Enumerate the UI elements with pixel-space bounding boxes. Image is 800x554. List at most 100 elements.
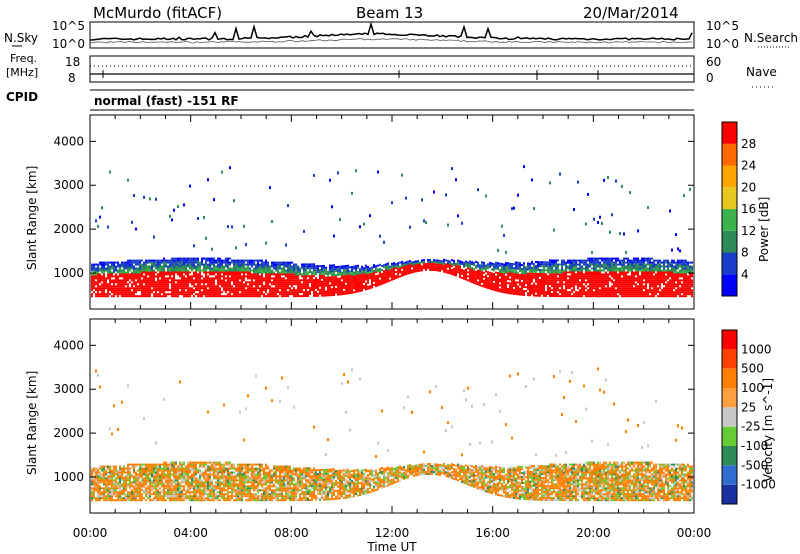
echo-cell [553,269,555,272]
echo-cell [639,275,641,278]
echo-cell [291,269,293,272]
echo-cell [277,281,279,284]
echo-cell [615,271,617,274]
echo-cell [593,295,595,298]
echo-cell [583,281,585,284]
echo-cell [171,279,173,282]
echo-cell [659,267,661,270]
echo-cell [129,275,131,278]
echo-cell [341,275,343,278]
echo-cell [127,477,129,480]
echo-cell [265,273,267,276]
echo-cell [415,260,417,263]
echo-cell [623,291,625,294]
echo-cell [273,267,275,270]
echo-cell [111,285,113,288]
echo-cell [305,271,307,274]
echo-cell [475,282,477,285]
echo-cell [433,267,435,270]
echo-cell [265,295,267,298]
echo-cell [233,199,235,203]
echo-cell [619,289,621,292]
echo-cell [671,279,673,282]
echo-cell [339,285,341,288]
echo-cell [553,281,555,284]
echo-cell [479,266,481,269]
echo-cell [133,475,135,478]
echo-cell [255,265,257,268]
echo-cell [643,277,645,280]
echo-cell [435,261,437,264]
noise-sky-line [90,21,693,41]
echo-cell [669,283,671,286]
echo-cell [341,283,343,286]
echo-cell [101,465,103,468]
echo-cell [533,288,535,291]
echo-cell [123,295,125,298]
echo-cell [191,291,193,294]
echo-cell [663,281,665,284]
echo-cell [607,265,609,268]
echo-cell [661,277,663,280]
echo-cell [621,269,623,272]
echo-cell [571,277,573,280]
echo-cell [467,267,469,270]
echo-cell [221,283,223,286]
echo-cell [597,275,599,278]
echo-cell [537,261,539,264]
echo-cell [533,276,535,279]
echo-cell [275,273,277,276]
echo-cell [517,263,519,266]
echo-cell [429,268,431,271]
echo-cell [125,475,127,478]
echo-cell [139,279,141,282]
echo-cell [99,481,101,484]
echo-cell [691,295,693,298]
echo-cell [355,269,357,272]
echo-cell [581,285,583,288]
echo-cell [335,266,337,269]
echo-cell [663,295,665,298]
echo-cell [121,499,123,502]
echo-cell [641,257,643,260]
echo-cell [111,271,113,274]
echo-cell [549,283,551,286]
echo-cell [119,287,121,290]
echo-cell [197,275,199,278]
echo-cell [635,259,637,262]
echo-cell [193,271,195,274]
echo-cell [565,275,567,278]
echo-cell [95,481,97,484]
echo-cell [127,475,129,478]
echo-cell [627,271,629,274]
echo-cell [507,266,509,269]
echo-cell [95,293,97,296]
echo-cell [249,275,251,278]
echo-cell [599,291,601,294]
echo-cell [653,295,655,298]
echo-cell [551,269,553,272]
echo-cell [607,291,609,294]
echo-cell [495,261,497,264]
echo-cell [137,267,139,270]
echo-cell [331,205,333,209]
echo-cell [109,289,111,292]
echo-cell [583,275,585,278]
echo-cell [619,285,621,288]
echo-cell [595,281,597,284]
echo-cell [417,262,419,264]
echo-cell [101,277,103,280]
echo-cell [517,287,519,290]
echo-cell [139,265,141,268]
echo-cell [129,291,131,294]
echo-cell [591,291,593,294]
echo-cell [211,287,213,290]
echo-cell [183,203,185,207]
echo-cell [129,499,131,502]
echo-cell [109,427,111,431]
echo-cell [199,293,201,296]
echo-cell [229,291,231,294]
echo-cell [121,400,123,404]
echo-cell [331,276,333,279]
echo-cell [667,263,669,266]
